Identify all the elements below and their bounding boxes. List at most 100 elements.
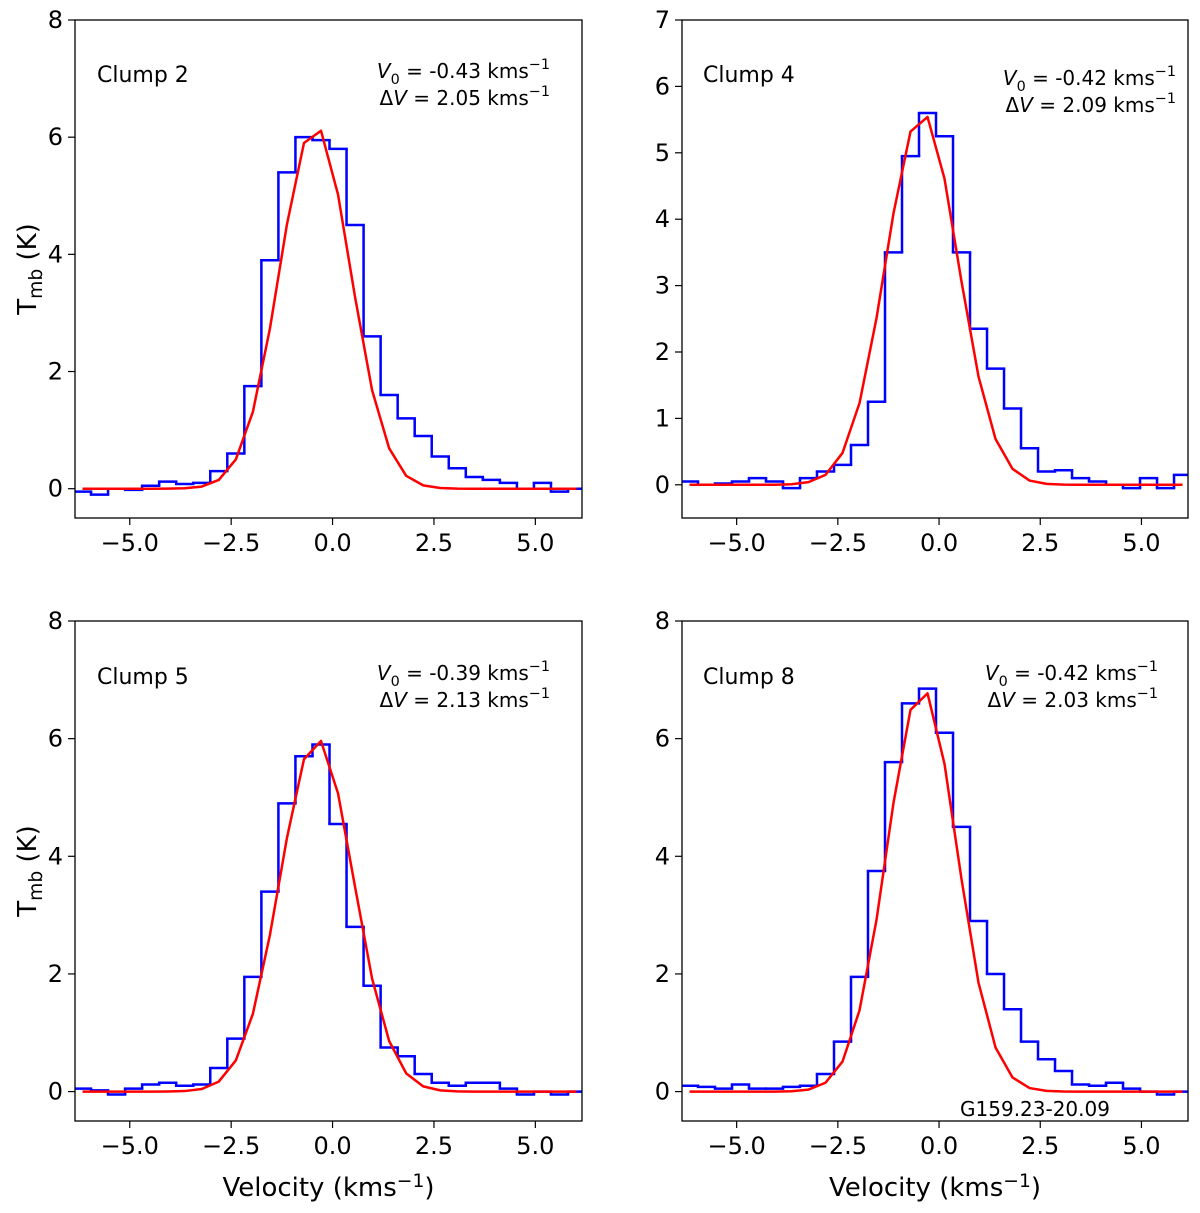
annotation-v0-part: = -0.42 kms [1026,66,1155,90]
y-axis-label-part: (K) [13,825,43,871]
plot-area [682,111,1188,490]
panel-title: Clump 5 [97,665,189,690]
annotation-dv: ΔV = 2.09 kms−1 [1006,91,1176,117]
x-tick-label: −5.0 [708,1132,766,1160]
y-axis-label-part: T [13,901,43,918]
x-tick-label: 5.0 [1122,1132,1160,1160]
axes-frame [74,620,583,1122]
y-axis-label-part: mb [26,871,47,901]
fit-curve [689,115,1183,487]
x-tick-label: 0.0 [313,529,351,557]
annotation-v0-part: 0 [999,674,1008,690]
x-tick-label: −2.5 [809,529,867,557]
x-tick-label: 0.0 [313,1132,351,1160]
annotation-dv-part: = 2.05 kms [407,86,529,110]
x-tick-label: −2.5 [202,529,260,557]
annotation-dv: ΔV = 2.13 kms−1 [380,686,550,712]
x-axis-label: Velocity (kms−1) [222,1171,434,1203]
fit-curve [689,692,1183,1093]
axes-frame [681,19,1189,519]
annotation-dv-part: = 2.09 kms [1033,93,1155,117]
x-tick-label: 2.5 [1021,1132,1059,1160]
x-tick-label: −5.0 [101,529,159,557]
plot-area [75,739,582,1096]
annotation-v0: V0 = -0.39 kms−1 [377,659,550,690]
y-tick-label: 6 [655,725,670,753]
y-tick-label: 0 [48,1078,63,1106]
x-tick-label: −2.5 [809,1132,867,1160]
fit-curve [82,739,577,1093]
x-tick-label: 5.0 [516,1132,554,1160]
x-axis-label-part: −1 [1003,1171,1031,1192]
annotation-dv-part: V [393,86,408,110]
y-tick-label: 2 [655,960,670,988]
y-tick-label: 4 [655,842,670,870]
spectrum-riser [696,688,1176,1095]
x-axis-label-part: ) [1031,1173,1041,1203]
annotation-v0-part: 0 [391,72,400,88]
annotation-dv-part: −1 [529,84,550,100]
annotation-v0-part: = -0.42 kms [1008,661,1137,685]
annotation-v0-part: V [985,661,1000,685]
panel-title: Clump 2 [97,63,189,88]
y-tick-label: 0 [655,1078,670,1106]
annotation-dv-part: Δ [1006,93,1020,117]
spectrum-riser [89,744,570,1095]
annotation-v0-part: 0 [391,674,400,690]
y-tick-label: 8 [48,6,63,34]
annotation-v0-part: −1 [529,659,550,675]
x-tick-label: 5.0 [516,529,554,557]
annotation-v0-part: 0 [1017,79,1026,95]
panel-title: Clump 8 [703,665,795,690]
x-axis-label-part: Velocity (kms [222,1173,396,1203]
y-tick-label: 4 [48,842,63,870]
annotation-dv-part: −1 [1155,91,1176,107]
annotation-v0-part: = -0.43 kms [400,59,529,83]
y-axis-label: Tmb (K) [13,223,47,316]
annotation-v0: V0 = -0.43 kms−1 [377,57,550,88]
annotation-v0-part: −1 [529,57,550,73]
y-tick-label: 3 [655,272,670,300]
annotation-v0: V0 = -0.42 kms−1 [985,659,1158,690]
x-tick-label: −2.5 [202,1132,260,1160]
annotation-dv-part: V [1001,688,1016,712]
y-tick-label: 8 [48,607,63,635]
panel-title: Clump 4 [703,63,795,88]
y-tick-label: 7 [655,6,670,34]
x-tick-label: 2.5 [1021,529,1059,557]
x-tick-label: 0.0 [920,1132,958,1160]
y-tick-label: 5 [655,139,670,167]
annotation-v0-part: V [1003,66,1018,90]
plot-area [75,129,582,496]
y-axis-label-part: (K) [13,223,43,269]
y-tick-label: 2 [655,338,670,366]
y-tick-label: 6 [48,123,63,151]
annotation-dv: ΔV = 2.03 kms−1 [988,686,1158,712]
spectrum-riser [696,112,1176,489]
x-tick-label: 2.5 [415,1132,453,1160]
annotation-dv-part: −1 [1137,686,1158,702]
annotation-v0-part: = -0.39 kms [400,661,529,685]
annotation-dv-part: Δ [988,688,1002,712]
x-axis-label-part: Velocity (kms [829,1173,1003,1203]
y-tick-label: 6 [48,725,63,753]
y-tick-label: 6 [655,72,670,100]
x-tick-label: 2.5 [415,529,453,557]
x-axis-label-part: ) [424,1173,434,1203]
annotation-v0-part: −1 [1137,659,1158,675]
annotation-dv-part: −1 [529,686,550,702]
annotation-v0: V0 = -0.42 kms−1 [1003,64,1176,95]
annotation-v0-part: V [377,661,392,685]
x-axis-label-part: −1 [397,1171,425,1192]
axes-frame [681,620,1189,1122]
y-tick-label: 2 [48,960,63,988]
annotation-dv-part: V [393,688,408,712]
annotation-dv-part: Δ [380,688,394,712]
axes-frame [74,19,583,519]
x-axis-label: Velocity (kms−1) [829,1171,1041,1203]
y-tick-label: 8 [655,607,670,635]
x-tick-label: −5.0 [708,529,766,557]
y-tick-label: 0 [48,475,63,503]
spectrum-riser [89,137,570,495]
